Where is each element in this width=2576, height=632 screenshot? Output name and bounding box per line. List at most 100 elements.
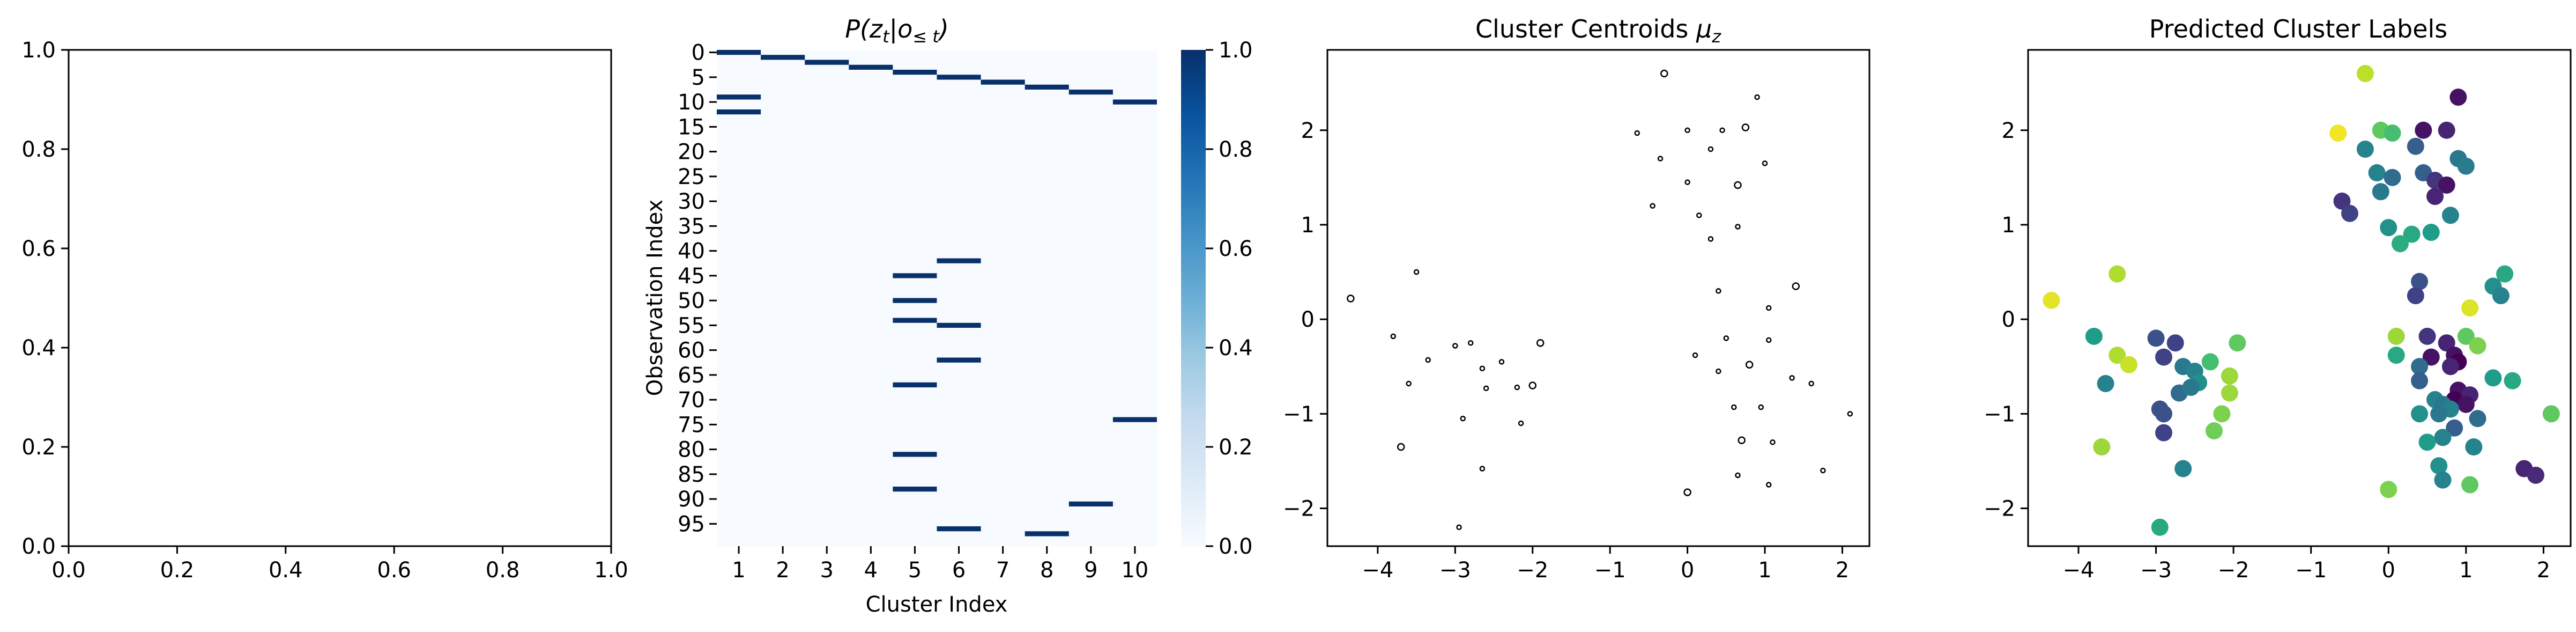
centroid-point — [1765, 337, 1772, 343]
y-tick-label: 5 — [692, 65, 705, 90]
x-tick-label: 0.4 — [269, 558, 303, 583]
centroid-point — [1498, 359, 1505, 365]
heatmap-cell — [1068, 501, 1113, 506]
centroids-ticks: −4 −3 −2 −1 0 1 2 −2 −1 0 1 2 — [1283, 119, 1849, 583]
heatmap-cell — [805, 60, 849, 65]
centroid-point — [1456, 524, 1462, 531]
label-point — [2109, 347, 2126, 364]
label-point — [2166, 334, 2184, 352]
label-point — [2229, 334, 2246, 352]
centroid-point — [1723, 335, 1729, 341]
y-tick-label: −2 — [1283, 497, 1315, 521]
heatmap-cell — [893, 70, 937, 75]
x-tick-label: −3 — [2140, 558, 2172, 583]
centroid-point — [1708, 146, 1714, 152]
label-point — [2155, 348, 2172, 366]
label-point — [2151, 518, 2169, 536]
x-tick-label: −1 — [2295, 558, 2327, 583]
title-bar: | — [889, 14, 898, 44]
x-tick-label: −3 — [1439, 558, 1471, 583]
y-tick-label: 0 — [1301, 307, 1315, 332]
label-point — [2085, 327, 2103, 345]
heatmap-cell — [981, 79, 1025, 85]
centroid-point — [1528, 381, 1536, 390]
title-z: z — [869, 14, 883, 43]
x-tick-label: −1 — [1594, 558, 1626, 583]
y-tick-label: 70 — [678, 388, 705, 413]
x-tick-label: 10 — [1121, 558, 1148, 583]
centroids-title-sub: z — [1711, 26, 1721, 47]
label-point — [2221, 384, 2238, 402]
label-point — [2411, 405, 2429, 423]
label-point — [2457, 157, 2475, 175]
label-point — [2434, 429, 2452, 446]
label-point — [2422, 348, 2440, 366]
centroids-title: Cluster Centroids μz — [1475, 14, 1721, 47]
centroid-point — [1719, 127, 1725, 134]
x-tick-label: −2 — [2218, 558, 2250, 583]
label-point — [2465, 438, 2483, 455]
label-point — [2201, 353, 2219, 371]
y-tick-label: 40 — [678, 239, 705, 264]
label-point — [2356, 65, 2374, 83]
centroids-title-mu: μ — [1696, 14, 1712, 43]
heatmap-cell — [937, 322, 981, 328]
y-tick-label: 65 — [678, 363, 705, 388]
x-tick-label: −4 — [2062, 558, 2094, 583]
empty-axes-panel: 0.0 0.2 0.4 0.6 0.8 1.0 0.0 0.2 0.4 0.6 0.8 1.0 — [21, 38, 628, 583]
centroid-point — [1696, 212, 1702, 218]
heatmap-title: P(zt|o≤ t) — [845, 14, 949, 47]
empty-axes-frame — [68, 49, 612, 547]
centroid-point — [1660, 69, 1668, 78]
y-tick-label: 0.6 — [21, 237, 56, 261]
colorbar-tick-label: 0.6 — [1219, 237, 1253, 261]
centroids-panel: Cluster Centroids μz −4 −3 −2 −1 0 1 2 −2 −1 0 1 2 — [1283, 14, 1870, 583]
label-point — [2469, 410, 2486, 428]
x-tick-label: 7 — [996, 558, 1009, 583]
heatmap-cell — [893, 452, 937, 457]
colorbar-tick-label: 0.0 — [1219, 534, 1253, 559]
colorbar-tick-label: 1.0 — [1219, 38, 1253, 63]
title-close: ) — [938, 14, 949, 43]
heatmap-cell — [893, 318, 937, 323]
y-tick-label: −2 — [1984, 497, 2015, 521]
heatmap-cell — [937, 526, 981, 532]
x-tick-label: 0.0 — [51, 558, 86, 583]
colorbar-ticks: 0.0 0.2 0.4 0.6 0.8 1.0 — [1206, 38, 1253, 559]
y-tick-label: 95 — [678, 512, 705, 537]
heatmap-cell — [717, 94, 761, 100]
centroids-title-text: Cluster Centroids — [1475, 14, 1696, 43]
heatmap-cell — [761, 55, 805, 60]
centroid-point — [1708, 236, 1714, 242]
label-point — [2422, 224, 2440, 241]
x-tick-label: 0.2 — [160, 558, 195, 583]
x-tick-label: 0 — [2382, 558, 2395, 583]
title-o: o — [897, 14, 912, 43]
centroid-point — [1762, 160, 1768, 166]
label-point — [2372, 183, 2389, 201]
label-point — [2147, 329, 2165, 347]
centroid-point — [1397, 443, 1405, 451]
centroid-points — [1347, 69, 1853, 531]
label-point — [2333, 192, 2351, 210]
y-tick-label: 0.4 — [21, 336, 56, 361]
label-point — [2418, 327, 2436, 345]
label-point — [2387, 347, 2405, 364]
label-point — [2415, 121, 2432, 139]
colorbar — [1181, 50, 1206, 546]
label-point — [2155, 405, 2172, 423]
x-tick-label: 0.8 — [486, 558, 520, 583]
x-tick-label: 4 — [864, 558, 878, 583]
label-point — [2457, 327, 2475, 345]
centroid-point — [1483, 385, 1489, 392]
x-tick-label: 0 — [1681, 558, 1694, 583]
centroid-point — [1347, 295, 1355, 303]
heatmap-cell — [937, 357, 981, 363]
centroid-point — [1406, 380, 1412, 387]
label-point — [2438, 121, 2455, 139]
y-tick-label: 1 — [2002, 213, 2015, 238]
empty-axes-ticks: 0.0 0.2 0.4 0.6 0.8 1.0 0.0 0.2 0.4 0.6 0.8 1.0 — [21, 38, 628, 583]
y-tick-label: 10 — [678, 90, 705, 115]
label-point — [2496, 265, 2514, 283]
centroid-point — [1734, 181, 1742, 189]
